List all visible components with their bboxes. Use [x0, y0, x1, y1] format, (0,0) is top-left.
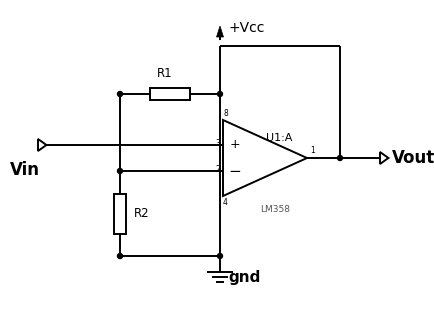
Text: R1: R1	[157, 67, 173, 80]
Text: 8: 8	[223, 109, 228, 118]
Text: gnd: gnd	[228, 270, 260, 285]
Text: +Vcc: +Vcc	[228, 21, 264, 35]
Circle shape	[338, 156, 342, 161]
Text: LM358: LM358	[260, 206, 290, 214]
Text: 3: 3	[215, 139, 220, 149]
Circle shape	[217, 91, 223, 96]
Text: 4: 4	[223, 198, 228, 207]
Circle shape	[118, 168, 122, 173]
Bar	[150, 88, 190, 100]
Text: 2: 2	[215, 166, 220, 174]
Circle shape	[118, 91, 122, 96]
Bar	[114, 194, 126, 234]
Text: Vout: Vout	[392, 149, 434, 167]
Circle shape	[217, 253, 223, 258]
Text: −: −	[229, 164, 241, 178]
Text: 1: 1	[310, 146, 315, 155]
Text: U1:A: U1:A	[266, 133, 292, 143]
Text: R2: R2	[134, 207, 150, 220]
Text: +: +	[230, 138, 240, 152]
Text: Vin: Vin	[10, 161, 40, 179]
Circle shape	[118, 253, 122, 258]
Polygon shape	[217, 26, 224, 37]
